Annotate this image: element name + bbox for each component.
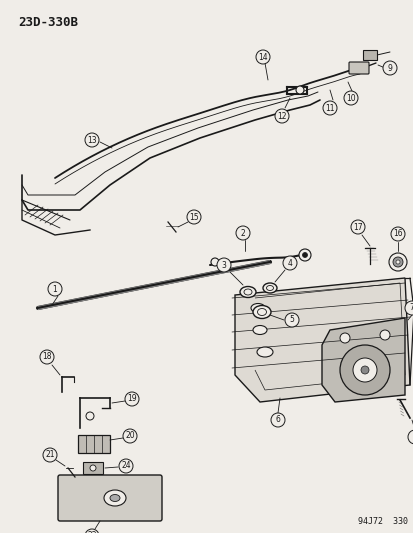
Circle shape <box>350 220 364 234</box>
Circle shape <box>390 227 404 241</box>
Ellipse shape <box>240 287 255 297</box>
Circle shape <box>395 260 399 264</box>
Polygon shape <box>321 318 404 402</box>
Ellipse shape <box>256 347 272 357</box>
Circle shape <box>379 330 389 340</box>
Circle shape <box>298 249 310 261</box>
Circle shape <box>295 86 303 94</box>
Text: 15: 15 <box>189 213 198 222</box>
Text: 9: 9 <box>387 63 392 72</box>
Circle shape <box>235 226 249 240</box>
Text: 18: 18 <box>42 352 52 361</box>
Circle shape <box>125 392 139 406</box>
Circle shape <box>302 253 307 257</box>
Circle shape <box>382 61 396 75</box>
Circle shape <box>85 133 99 147</box>
Circle shape <box>322 101 336 115</box>
Text: 11: 11 <box>325 103 334 112</box>
Circle shape <box>48 282 62 296</box>
Circle shape <box>40 350 54 364</box>
Circle shape <box>352 358 376 382</box>
Circle shape <box>43 448 57 462</box>
FancyBboxPatch shape <box>58 475 161 521</box>
Circle shape <box>284 313 298 327</box>
Ellipse shape <box>262 283 276 293</box>
Circle shape <box>339 345 389 395</box>
Circle shape <box>86 412 94 420</box>
Text: 5: 5 <box>289 316 294 325</box>
Text: 94J72  330: 94J72 330 <box>357 517 407 526</box>
Circle shape <box>187 210 201 224</box>
Text: 19: 19 <box>127 394 136 403</box>
Circle shape <box>282 256 296 270</box>
Text: 20: 20 <box>125 432 135 440</box>
Ellipse shape <box>257 309 266 316</box>
Circle shape <box>404 301 413 315</box>
Ellipse shape <box>266 286 273 290</box>
Text: 2: 2 <box>240 229 245 238</box>
Circle shape <box>216 258 230 272</box>
Text: 12: 12 <box>277 111 286 120</box>
Text: 23D-330B: 23D-330B <box>18 16 78 29</box>
FancyBboxPatch shape <box>83 462 103 474</box>
Text: 16: 16 <box>392 230 402 238</box>
Ellipse shape <box>252 326 266 335</box>
Circle shape <box>343 91 357 105</box>
Text: 17: 17 <box>352 222 362 231</box>
Text: 14: 14 <box>258 52 267 61</box>
Text: 10: 10 <box>345 93 355 102</box>
Circle shape <box>119 459 133 473</box>
Text: 24: 24 <box>121 462 131 471</box>
Circle shape <box>85 529 99 533</box>
Text: 7: 7 <box>408 303 413 312</box>
Circle shape <box>255 50 269 64</box>
FancyBboxPatch shape <box>348 62 368 74</box>
FancyBboxPatch shape <box>362 50 376 60</box>
Ellipse shape <box>252 305 271 319</box>
Circle shape <box>123 429 137 443</box>
Circle shape <box>360 366 368 374</box>
Circle shape <box>388 253 406 271</box>
Ellipse shape <box>104 490 126 506</box>
Text: 6: 6 <box>275 416 280 424</box>
Polygon shape <box>235 278 409 402</box>
Circle shape <box>392 257 402 267</box>
Circle shape <box>271 413 284 427</box>
Circle shape <box>211 258 218 266</box>
Circle shape <box>90 465 96 471</box>
Text: 13: 13 <box>87 135 97 144</box>
Text: 22: 22 <box>87 531 97 533</box>
Ellipse shape <box>250 303 264 312</box>
Text: 4: 4 <box>287 259 292 268</box>
Circle shape <box>339 333 349 343</box>
Circle shape <box>407 430 413 444</box>
Text: 1: 1 <box>52 285 57 294</box>
Text: 8: 8 <box>412 432 413 441</box>
Ellipse shape <box>110 495 120 502</box>
Text: 3: 3 <box>221 261 226 270</box>
FancyBboxPatch shape <box>78 435 110 453</box>
Ellipse shape <box>243 289 252 295</box>
Circle shape <box>274 109 288 123</box>
Text: 21: 21 <box>45 450 55 459</box>
